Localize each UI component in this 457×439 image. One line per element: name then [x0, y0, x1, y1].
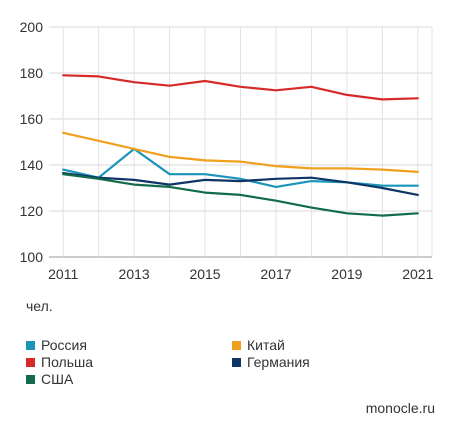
series-line-2	[62, 74, 419, 101]
legend-item-china: Китай	[232, 336, 285, 354]
legend-swatch-russia	[26, 341, 35, 350]
source-label: monocle.ru	[365, 400, 435, 416]
legend-item-usa: США	[26, 370, 73, 388]
x-tick-label-2017: 2017	[260, 266, 291, 282]
legend-swatch-poland	[26, 358, 35, 367]
y-tick-label-160: 160	[20, 111, 44, 127]
line-chart: 100 120 140 160 180 200 2011 2013 2015 2017 2019 20…	[20, 19, 434, 282]
legend-swatch-germany	[232, 358, 241, 367]
unit-label: чел.	[26, 298, 53, 314]
y-tick-label-100: 100	[20, 249, 44, 265]
x-tick-label-2021: 2021	[402, 266, 433, 282]
legend-label-germany: Германия	[247, 354, 310, 370]
series-line-1	[62, 131, 419, 173]
series-line-3	[62, 172, 419, 196]
legend-label-china: Китай	[247, 337, 285, 353]
x-tick-label-2015: 2015	[189, 266, 220, 282]
y-tick-label-140: 140	[20, 157, 44, 173]
x-tick-label-2019: 2019	[331, 266, 362, 282]
y-tick-label-180: 180	[20, 65, 44, 81]
legend-swatch-china	[232, 341, 241, 350]
x-tick-label-2011: 2011	[48, 266, 78, 282]
legend-label-russia: Россия	[41, 337, 87, 353]
x-tick-label-2013: 2013	[119, 266, 150, 282]
legend-item-poland: Польша	[26, 353, 93, 371]
legend-label-poland: Польша	[41, 354, 94, 370]
legend-label-usa: США	[41, 371, 74, 387]
legend-swatch-usa	[26, 375, 35, 384]
legend-item-germany: Германия	[232, 353, 310, 371]
series-line-4	[62, 173, 419, 217]
y-tick-label-200: 200	[20, 19, 44, 35]
legend-item-russia: Россия	[26, 336, 87, 354]
y-tick-label-120: 120	[20, 203, 44, 219]
